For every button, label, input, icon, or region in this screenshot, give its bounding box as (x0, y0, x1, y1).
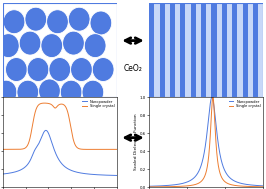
Nanopowder (197, 170, 200, 173)
Nanopowder (54, 151, 57, 153)
Bar (222, 3, 227, 97)
Bar (185, 3, 191, 97)
Nanopowder (210, 97, 213, 99)
Circle shape (60, 80, 82, 104)
Circle shape (82, 80, 104, 104)
Bar (160, 3, 165, 97)
Text: CeO₂: CeO₂ (124, 64, 142, 73)
Single crystal (112, 148, 115, 150)
Single crystal (7, 148, 10, 150)
Bar (248, 3, 253, 97)
Nanopowder (57, 157, 60, 160)
Circle shape (92, 58, 114, 81)
Single crystal (54, 107, 57, 109)
Single crystal (57, 104, 60, 106)
Bar (206, 3, 211, 97)
Nanopowder (1, 173, 4, 175)
Nanopowder (262, 185, 265, 187)
Single crystal (207, 150, 211, 153)
Nanopowder (112, 174, 115, 177)
Circle shape (17, 80, 39, 104)
Circle shape (68, 7, 90, 31)
Nanopowder (44, 129, 48, 132)
Circle shape (0, 34, 19, 58)
Bar (154, 3, 160, 97)
Single crystal (167, 186, 170, 188)
Bar (191, 3, 196, 97)
Nanopowder (210, 96, 214, 98)
Bar (232, 3, 237, 97)
Single crystal (91, 148, 94, 150)
Circle shape (49, 58, 70, 81)
Nanopowder (163, 184, 166, 187)
Nanopowder (167, 184, 170, 187)
Bar (170, 3, 175, 97)
Bar (165, 3, 170, 97)
Single crystal (186, 185, 189, 187)
Single crystal (262, 186, 265, 188)
Text: Nanopowder: Nanopowder (39, 103, 81, 109)
Bar (237, 3, 243, 97)
Single crystal (148, 186, 151, 188)
Bar (243, 3, 248, 97)
Single crystal (112, 148, 115, 150)
Bar (253, 3, 258, 97)
Circle shape (6, 58, 27, 81)
Circle shape (27, 58, 49, 81)
Circle shape (84, 34, 106, 58)
Bar (217, 3, 222, 97)
Single crystal (43, 102, 46, 104)
Nanopowder (115, 174, 118, 177)
Line: Nanopowder: Nanopowder (149, 97, 263, 186)
Bar (227, 3, 232, 97)
Single crystal (211, 96, 214, 98)
Nanopowder (186, 181, 189, 183)
Nanopowder (148, 185, 151, 187)
Single crystal (1, 148, 4, 150)
Bar (258, 3, 263, 97)
Y-axis label: Scaled Dielectric Function: Scaled Dielectric Function (134, 114, 138, 170)
Bar (180, 3, 185, 97)
Nanopowder (207, 112, 211, 114)
Circle shape (63, 31, 84, 55)
Circle shape (70, 58, 92, 81)
Nanopowder (112, 174, 115, 177)
Bar (201, 3, 206, 97)
Circle shape (39, 79, 60, 103)
Nanopowder (7, 172, 10, 174)
Single crystal (210, 111, 213, 114)
Single crystal (163, 186, 166, 188)
Bar (175, 3, 180, 97)
Circle shape (25, 7, 47, 31)
Legend: Nanopowder, Single crystal: Nanopowder, Single crystal (228, 99, 261, 109)
Bar (211, 3, 217, 97)
Text: Effective medium: Effective medium (177, 104, 236, 110)
Circle shape (0, 80, 17, 104)
Circle shape (19, 31, 41, 55)
Circle shape (41, 34, 63, 58)
Nanopowder (91, 173, 94, 176)
Bar (149, 3, 154, 97)
Legend: Nanopowder, Single crystal: Nanopowder, Single crystal (82, 99, 115, 109)
Single crystal (115, 148, 118, 150)
Circle shape (3, 10, 25, 34)
Line: Single crystal: Single crystal (3, 103, 117, 149)
Single crystal (88, 148, 91, 150)
Circle shape (90, 11, 112, 35)
Single crystal (197, 182, 200, 184)
Line: Single crystal: Single crystal (149, 97, 263, 187)
Circle shape (47, 10, 68, 34)
Line: Nanopowder: Nanopowder (3, 130, 117, 175)
Bar (196, 3, 201, 97)
